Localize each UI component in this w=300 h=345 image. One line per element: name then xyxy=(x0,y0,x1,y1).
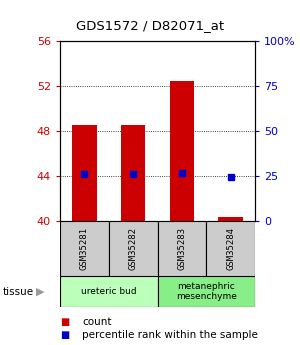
Text: GSM35283: GSM35283 xyxy=(177,227,186,270)
Text: tissue: tissue xyxy=(3,287,34,296)
Text: count: count xyxy=(82,317,112,326)
Bar xyxy=(72,126,97,221)
Bar xyxy=(158,276,255,307)
Text: ■: ■ xyxy=(60,317,69,326)
Bar xyxy=(218,217,243,221)
Text: GSM35281: GSM35281 xyxy=(80,227,89,270)
Text: percentile rank within the sample: percentile rank within the sample xyxy=(82,330,258,339)
Text: ureteric bud: ureteric bud xyxy=(81,287,136,296)
Text: GDS1572 / D82071_at: GDS1572 / D82071_at xyxy=(76,19,224,32)
Bar xyxy=(60,221,109,276)
Text: ▶: ▶ xyxy=(36,287,45,296)
Text: GSM35284: GSM35284 xyxy=(226,227,235,270)
Bar xyxy=(158,221,206,276)
Bar xyxy=(109,221,158,276)
Bar xyxy=(121,126,145,221)
Bar xyxy=(206,221,255,276)
Bar xyxy=(60,276,158,307)
Text: ■: ■ xyxy=(60,330,69,339)
Text: metanephric
mesenchyme: metanephric mesenchyme xyxy=(176,282,237,301)
Text: GSM35282: GSM35282 xyxy=(129,227,138,270)
Bar xyxy=(170,81,194,221)
